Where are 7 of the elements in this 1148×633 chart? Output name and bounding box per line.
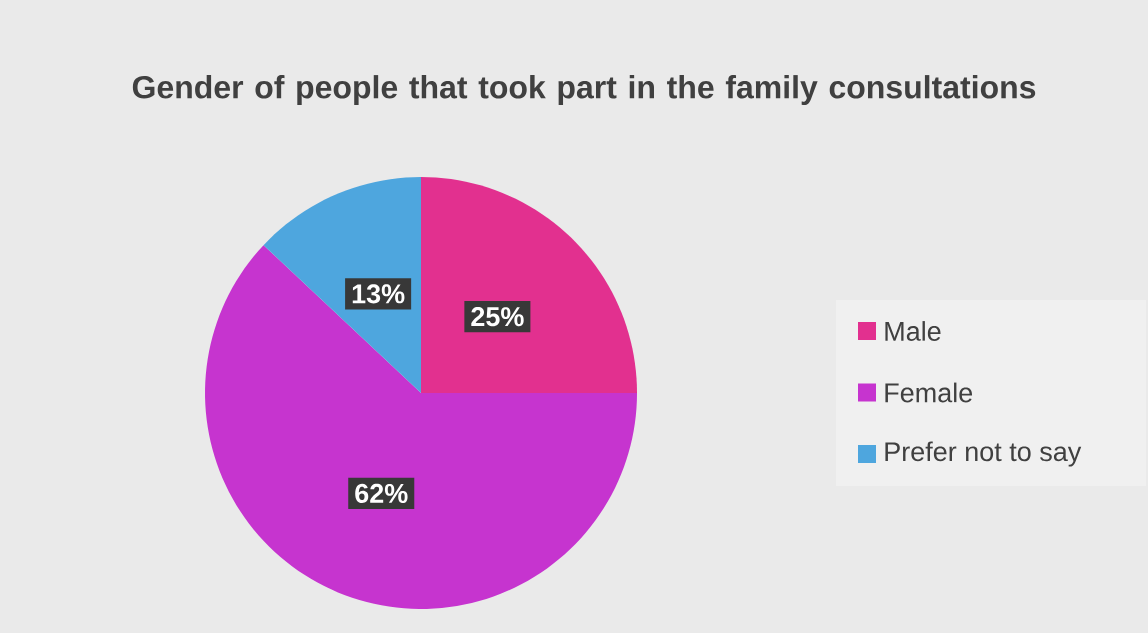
legend-label: Female — [885, 382, 973, 403]
data-label: 25% — [471, 307, 524, 327]
legend-label: Prefer not to say — [885, 441, 1082, 467]
data-label: 62% — [355, 483, 408, 503]
data-label: 13% — [352, 284, 405, 304]
legend-label: Male — [885, 321, 941, 341]
chart-title: Gender of people that took part in the family consultations — [132, 75, 1036, 105]
